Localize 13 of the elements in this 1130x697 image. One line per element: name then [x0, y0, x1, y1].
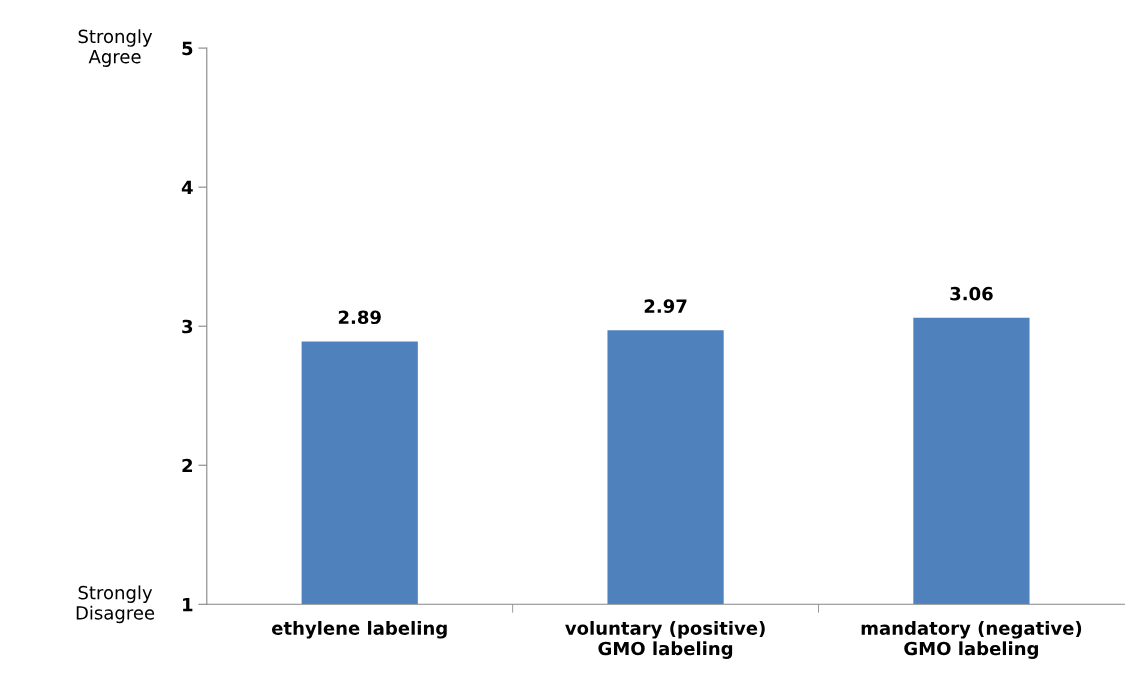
y-tick-label: 2 — [182, 458, 193, 473]
text: Strongly Agree — [78, 29, 153, 67]
y-tick-label: 4 — [181, 180, 193, 194]
data-label: 3.06 — [950, 286, 993, 301]
text: Strongly Disagree — [76, 585, 155, 624]
data-label: 2.89 — [338, 310, 381, 325]
x-tick-label: mandatory (negative) GMO labeling — [861, 620, 1082, 659]
y-tick-label: 5 — [182, 41, 193, 56]
data-label: 2.97 — [644, 299, 687, 313]
x-tick-label: voluntary (positive) GMO labeling — [565, 620, 765, 659]
y-tick-label: 3 — [182, 319, 193, 334]
x-tick-label: ethylene labeling — [271, 620, 447, 639]
y-tick-label: 1 — [183, 598, 193, 612]
